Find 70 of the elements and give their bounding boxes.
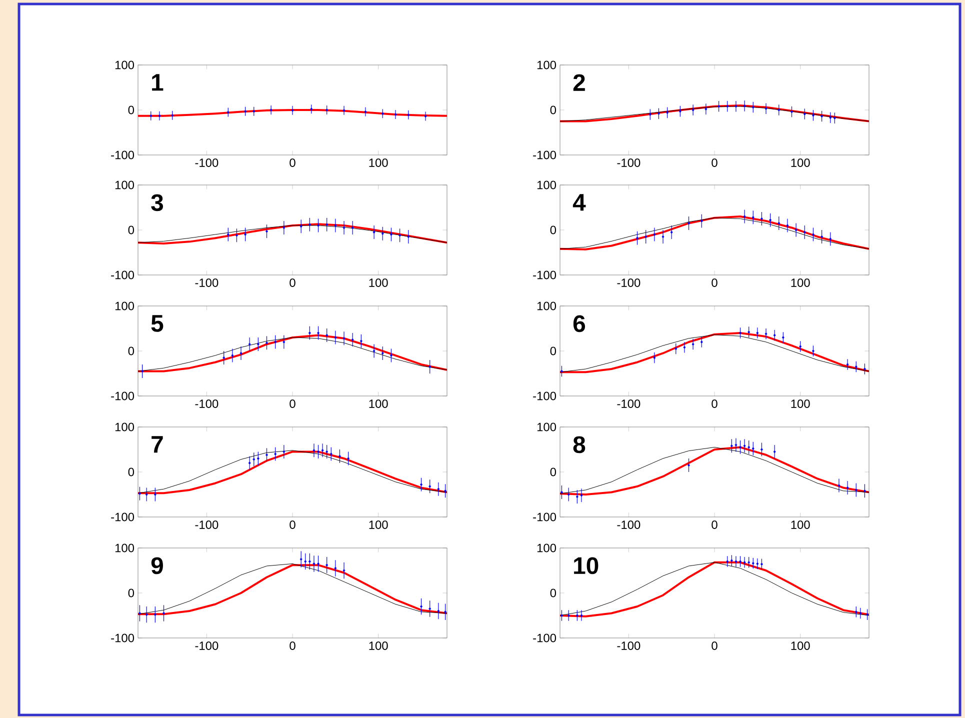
y-tick-label: -100 [111,270,134,280]
y-tick-label: 0 [128,468,134,476]
x-tick-label: 100 [791,278,810,287]
y-tick-label: 0 [128,346,134,356]
x-tick-label: 0 [712,642,718,650]
chart-title: 7 [152,436,163,453]
chart-title: 3 [151,194,164,212]
y-tick-label: -100 [111,392,134,400]
y-tick-label: 100 [115,60,134,70]
y-tick-label: 100 [115,422,134,432]
chart-title: 9 [151,557,163,574]
x-tick-label: -100 [195,278,218,287]
x-tick-label: 100 [369,158,388,167]
y-tick-label: 100 [115,544,134,552]
chart-title: 5 [151,315,164,332]
x-tick-label: -100 [617,520,640,529]
x-tick-label: 100 [791,642,810,650]
y-tick-label: -100 [533,634,556,642]
y-tick-label: 100 [537,544,556,552]
x-tick-label: 0 [290,520,296,529]
chart-title: 4 [572,194,586,211]
y-tick-label: 100 [537,422,556,432]
y-tick-label: 100 [537,302,556,310]
y-tick-label: -100 [533,512,556,522]
y-tick-label: 0 [550,106,556,114]
chart-title: 1 [152,74,164,91]
x-tick-label: -100 [617,158,640,167]
x-tick-label: 0 [712,400,718,408]
x-tick-label: -100 [195,520,218,529]
y-tick-label: -100 [111,150,134,160]
x-tick-label: 0 [290,278,296,287]
x-tick-label: 0 [712,520,718,529]
y-tick-label: 100 [537,180,556,190]
y-tick-label: 0 [550,588,556,598]
x-tick-label: -100 [617,278,640,287]
chart-title: 10 [574,557,598,574]
chart-title: 8 [573,436,586,454]
y-tick-label: 0 [128,588,134,598]
x-tick-label: -100 [195,158,218,167]
y-tick-label: 0 [550,468,556,476]
x-tick-label: -100 [617,642,640,650]
x-tick-label: 100 [369,642,388,650]
x-tick-label: -100 [195,642,218,650]
y-tick-label: 100 [537,60,556,70]
x-tick-label: 0 [712,158,718,167]
y-tick-label: -100 [111,512,134,522]
x-tick-label: 0 [712,278,718,287]
x-tick-label: -100 [195,400,218,408]
x-tick-label: 100 [791,158,810,167]
y-tick-label: 0 [128,226,134,234]
y-tick-label: -100 [533,270,556,280]
x-tick-label: -100 [617,400,640,408]
x-tick-label: 0 [290,400,296,408]
y-tick-label: 0 [128,106,134,114]
x-tick-label: 100 [369,400,388,408]
chart-title: 6 [573,315,586,332]
y-tick-label: 0 [550,346,556,356]
y-tick-label: 100 [115,180,134,190]
x-tick-label: 0 [290,158,296,167]
x-tick-label: 0 [290,642,296,650]
y-tick-label: 0 [550,226,556,234]
x-tick-label: 100 [791,400,810,408]
y-tick-label: -100 [533,150,556,160]
chart-title: 2 [573,74,585,91]
y-tick-label: -100 [111,634,134,642]
x-tick-label: 100 [791,520,810,529]
y-tick-label: 100 [115,302,134,310]
x-tick-label: 100 [369,520,388,529]
x-tick-label: 100 [369,278,388,287]
y-tick-label: -100 [533,392,556,400]
